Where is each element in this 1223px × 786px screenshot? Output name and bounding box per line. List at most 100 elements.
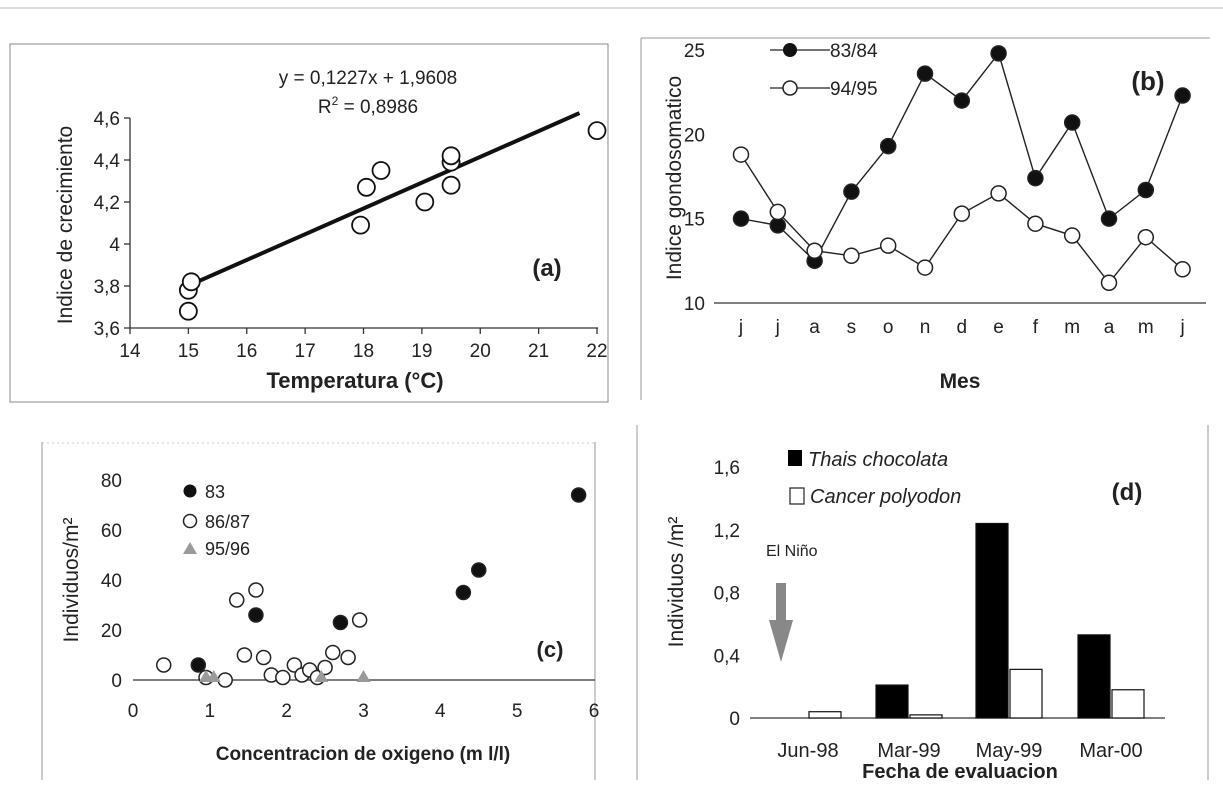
legend-thais-swatch bbox=[788, 450, 802, 466]
data-point bbox=[351, 215, 370, 235]
x-tick-label: Mar-99 bbox=[877, 740, 940, 762]
data-point bbox=[357, 177, 376, 197]
el-nino-annotation: El Niño bbox=[766, 543, 818, 560]
data-point bbox=[217, 672, 233, 688]
y-tick-label: 20 bbox=[101, 621, 122, 642]
data-point bbox=[248, 582, 264, 598]
data-point bbox=[371, 161, 391, 180]
data-point bbox=[953, 205, 971, 222]
x-tick-label: j bbox=[738, 317, 743, 338]
data-point bbox=[415, 192, 435, 212]
x-tick-label: 19 bbox=[411, 341, 432, 362]
y-tick-label: 1,2 bbox=[714, 521, 740, 542]
x-tick-label: d bbox=[957, 317, 968, 338]
data-point bbox=[587, 121, 607, 141]
y-tick-label: 60 bbox=[101, 521, 122, 542]
data-point bbox=[879, 137, 897, 155]
data-point bbox=[155, 657, 172, 673]
data-point bbox=[206, 670, 221, 682]
y-tick-label: 3,8 bbox=[94, 277, 120, 298]
data-point bbox=[916, 65, 934, 82]
y-tick-label: 20 bbox=[684, 125, 705, 146]
panel-a-equation: y = 0,1227x + 1,9608 bbox=[279, 68, 458, 89]
panel-d-x-ticks: Jun-98 Mar-99 May-99 Mar-00 bbox=[777, 740, 1142, 762]
panel-a: 3,6 3,8 4 4,2 4,4 4,6 14 15 16 17 18 19 20 21 22 y = … bbox=[9, 43, 609, 403]
legend-95-96-marker bbox=[183, 542, 197, 554]
x-tick-label: 0 bbox=[128, 701, 139, 722]
x-tick-label: 14 bbox=[119, 341, 141, 362]
data-point bbox=[1027, 215, 1044, 232]
x-tick-label: 20 bbox=[470, 341, 491, 362]
data-point bbox=[441, 175, 461, 195]
y-tick-label: 40 bbox=[101, 571, 122, 592]
data-point bbox=[990, 185, 1007, 202]
data-point bbox=[1174, 87, 1191, 104]
data-point bbox=[879, 237, 897, 254]
data-point bbox=[1100, 274, 1118, 292]
data-point bbox=[441, 146, 461, 166]
y-tick-label: 15 bbox=[684, 210, 705, 231]
x-tick-label: j bbox=[1179, 317, 1184, 338]
data-point bbox=[275, 669, 291, 686]
bar bbox=[975, 522, 1009, 719]
y-tick-label: 3,6 bbox=[94, 319, 120, 340]
panel-b-series bbox=[732, 45, 1191, 292]
legend-83-marker bbox=[183, 484, 197, 498]
panel-a-r2-prefix: R bbox=[318, 97, 332, 118]
panel-c-x-label: Concentracion de oxigeno (m l/l) bbox=[216, 744, 511, 765]
data-point bbox=[769, 203, 787, 221]
legend-83-label: 83 bbox=[205, 482, 225, 502]
y-tick-label: 4,4 bbox=[94, 151, 121, 172]
panel-c-x-ticks: 0 1 2 3 4 5 6 bbox=[128, 701, 600, 722]
data-point bbox=[356, 670, 371, 682]
x-tick-label: 5 bbox=[512, 701, 523, 722]
x-tick-label: 16 bbox=[236, 341, 257, 362]
x-tick-label: a bbox=[809, 317, 820, 338]
panel-b-legend: 83/84 94/95 bbox=[770, 41, 878, 100]
x-tick-label: f bbox=[1033, 317, 1039, 338]
data-point bbox=[255, 649, 272, 666]
data-point bbox=[455, 584, 472, 601]
panel-a-r2-exp: 2 bbox=[332, 94, 339, 108]
data-point bbox=[990, 45, 1007, 62]
panel-a-label: (a) bbox=[532, 255, 561, 282]
panel-d-label: (d) bbox=[1112, 479, 1143, 506]
y-tick-label: 10 bbox=[684, 294, 705, 315]
y-tick-label: 4 bbox=[109, 235, 120, 256]
legend-83-84-marker bbox=[783, 43, 797, 57]
panel-d: 0 0,4 0,8 1,2 1,6 Jun-98 Mar-99 May-99 Mar-00 T… bbox=[636, 425, 1209, 783]
panel-d-y-ticks: 0 0,4 0,8 1,2 1,6 bbox=[714, 458, 741, 730]
x-tick-label: j bbox=[775, 317, 780, 338]
data-point bbox=[178, 301, 198, 321]
data-point bbox=[843, 183, 860, 200]
y-tick-label: 25 bbox=[684, 41, 705, 62]
panel-b-y-ticks: 10 15 20 25 bbox=[684, 41, 705, 315]
panel-c-y-label: Individuos/m² bbox=[60, 518, 83, 643]
panel-a-r2-value: = 0,8986 bbox=[338, 97, 418, 118]
x-tick-label: 18 bbox=[353, 341, 374, 362]
data-point bbox=[570, 487, 587, 503]
legend-94-95-marker bbox=[782, 80, 798, 96]
data-point bbox=[181, 272, 201, 292]
x-tick-label: a bbox=[1104, 317, 1115, 338]
data-point bbox=[236, 647, 253, 663]
panel-c-legend: 83 86/87 95/96 bbox=[182, 482, 250, 559]
legend-95-96-label: 95/96 bbox=[205, 539, 250, 559]
panel-a-x-label: Temperatura (°C) bbox=[266, 368, 443, 393]
legend-thais-label: Thais chocolata bbox=[808, 449, 948, 471]
y-tick-label: 4,6 bbox=[94, 109, 120, 130]
panel-d-y-label: Individuos /m² bbox=[665, 517, 688, 648]
y-tick-label: 0 bbox=[729, 709, 740, 730]
data-point bbox=[351, 612, 368, 628]
panel-d-legend: Thais chocolata Cancer polyodon bbox=[788, 449, 961, 508]
data-point bbox=[916, 259, 934, 276]
data-point bbox=[248, 607, 264, 623]
data-point bbox=[471, 562, 487, 578]
legend-cancer-swatch bbox=[789, 487, 805, 505]
panel-b-x-label: Mes bbox=[940, 370, 981, 393]
x-tick-label: 6 bbox=[589, 701, 600, 722]
data-point bbox=[953, 92, 971, 109]
x-tick-label: e bbox=[993, 317, 1004, 338]
